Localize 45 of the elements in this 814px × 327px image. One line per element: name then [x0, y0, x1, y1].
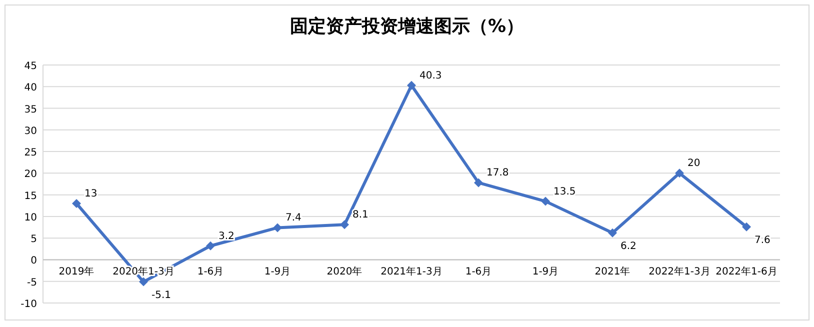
data-label: 3.2	[218, 230, 234, 242]
data-label: 6.2	[620, 240, 636, 252]
x-tick-label: 1-9月	[532, 266, 559, 278]
data-label: 13	[84, 188, 98, 200]
point	[273, 223, 282, 232]
chart-title: 固定资产投资增速图示（%）	[290, 16, 524, 37]
y-tick-label: 35	[24, 104, 37, 116]
data-label: 7.4	[286, 212, 302, 224]
x-tick-label: 1-9月	[264, 266, 291, 278]
y-tick-label: -10	[20, 299, 37, 310]
point	[139, 277, 148, 286]
point	[474, 178, 483, 188]
x-tick-label: 2021年1-3月	[380, 266, 442, 278]
y-tick-label: 20	[24, 169, 37, 180]
point	[742, 222, 751, 232]
y-tick-label: 10	[24, 212, 37, 224]
data-label: 7.6	[754, 234, 770, 246]
x-tick-label: 2022年1-6月	[716, 266, 778, 278]
x-tick-label: 2019年	[58, 266, 94, 278]
y-tick-label: 15	[24, 190, 37, 202]
data-label: 13.5	[554, 186, 576, 198]
y-tick-label: 25	[24, 148, 37, 159]
y-tick-label: 5	[30, 234, 37, 246]
y-tick-label: -5	[27, 277, 37, 288]
y-tick-label: 45	[24, 61, 37, 72]
point	[206, 241, 215, 250]
point	[407, 80, 416, 90]
data-label: 8.1	[352, 210, 368, 221]
y-tick-label: 30	[24, 126, 37, 137]
x-tick-label: 2020年	[326, 266, 362, 278]
x-tick-label: 1-6月	[197, 266, 224, 278]
point	[340, 220, 349, 230]
data-label: 40.3	[420, 70, 442, 82]
x-tick-label: 1-6月	[465, 266, 492, 278]
data-label: -5.1	[152, 290, 172, 301]
point	[608, 228, 617, 238]
x-tick-label: 2022年1-3月	[648, 266, 710, 278]
point	[675, 168, 684, 178]
point	[72, 198, 81, 208]
x-tick-label: 2021年	[594, 266, 630, 278]
y-tick-label: 40	[24, 82, 37, 94]
y-tick-label: 0	[30, 256, 37, 267]
data-label: 20	[688, 158, 700, 170]
point	[541, 196, 550, 206]
data-label: 17.8	[486, 168, 509, 179]
